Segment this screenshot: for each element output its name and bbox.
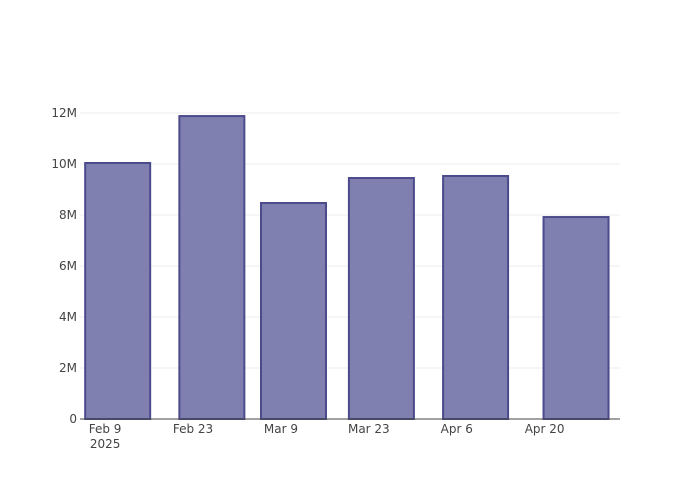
y-tick-label: 6M — [59, 259, 77, 273]
y-tick-label: 0 — [69, 412, 77, 426]
bar — [178, 115, 246, 420]
y-tick-label: 12M — [51, 106, 77, 120]
y-tick-label: 8M — [59, 208, 77, 222]
y-tick-label: 2M — [59, 361, 77, 375]
x-tick-label: Feb 23 — [173, 422, 213, 436]
x-tick-label: Mar 23 — [348, 422, 390, 436]
bar — [442, 174, 510, 420]
x-tick-label: Feb 9 2025 — [89, 422, 122, 451]
bar — [259, 202, 327, 420]
y-tick-label: 4M — [59, 310, 77, 324]
x-tick-label: Apr 6 — [441, 422, 473, 436]
bar — [347, 177, 415, 420]
x-tick-label: Apr 20 — [525, 422, 565, 436]
bar — [84, 161, 152, 420]
x-tick-label: Mar 9 — [264, 422, 298, 436]
bar — [542, 216, 610, 420]
y-tick-label: 10M — [51, 157, 77, 171]
